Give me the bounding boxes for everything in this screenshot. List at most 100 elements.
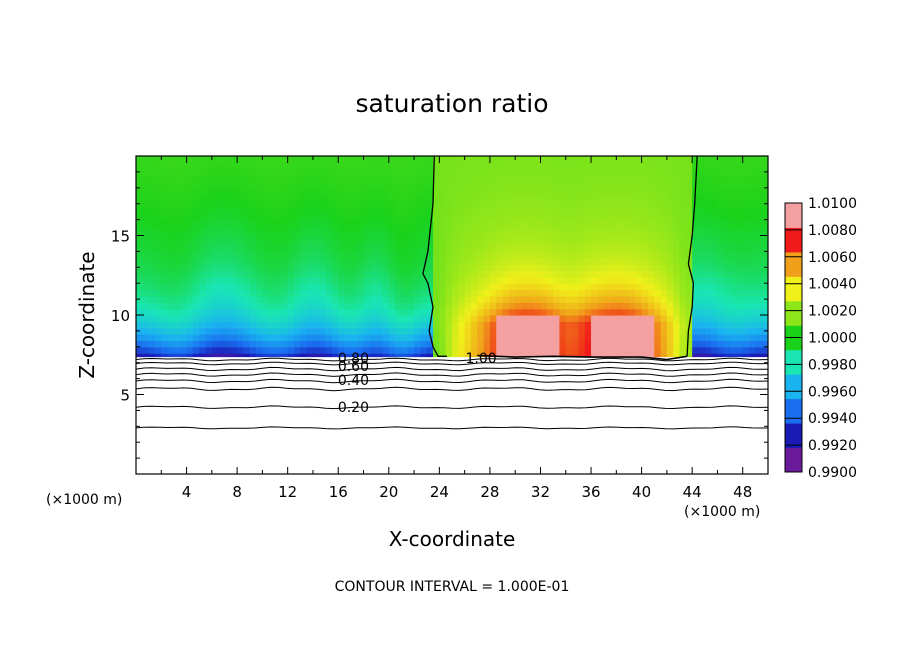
field-cell — [610, 302, 617, 310]
field-cell — [610, 168, 617, 176]
field-cell — [679, 276, 687, 284]
field-cell — [401, 219, 409, 227]
field-cell — [357, 353, 365, 361]
field-cell — [237, 219, 245, 227]
field-cell — [211, 238, 219, 246]
field-cell — [496, 251, 504, 259]
field-cell — [464, 276, 472, 284]
field-cell — [534, 219, 542, 227]
field-cell — [521, 219, 529, 227]
field-cell — [439, 156, 447, 163]
field-cell — [224, 181, 232, 189]
field-cell — [654, 206, 662, 214]
field-cell — [268, 194, 276, 202]
field-cell — [154, 232, 162, 240]
field-cell — [685, 315, 693, 322]
field-cell — [230, 334, 238, 342]
field-cell — [211, 156, 219, 163]
field-cell — [401, 181, 409, 189]
field-cell — [369, 168, 377, 176]
field-cell — [237, 168, 245, 176]
field-cell — [136, 213, 143, 221]
field-cell — [249, 276, 257, 284]
field-cell — [369, 245, 377, 252]
field-cell — [395, 219, 403, 227]
field-cell — [192, 187, 200, 195]
field-cell — [262, 321, 270, 329]
field-cell — [388, 175, 396, 183]
field-cell — [319, 181, 327, 189]
field-cell — [679, 315, 687, 322]
field-cell — [199, 168, 207, 176]
field-cell — [502, 162, 510, 170]
field-cell — [268, 181, 276, 189]
field-cell — [186, 206, 194, 214]
field-cell — [610, 238, 617, 246]
field-cell — [666, 194, 674, 202]
field-cell — [268, 321, 276, 329]
field-cell — [350, 162, 358, 170]
field-cell — [565, 315, 573, 322]
field-cell — [591, 181, 598, 189]
field-cell — [464, 194, 472, 202]
field-cell — [622, 181, 630, 189]
field-cell — [287, 340, 295, 348]
field-cell — [300, 289, 308, 297]
field-cell — [414, 181, 421, 189]
field-cell — [647, 327, 655, 335]
field-cell — [275, 175, 282, 183]
field-cell — [167, 219, 175, 227]
field-cell — [641, 168, 649, 176]
field-cell — [312, 232, 320, 240]
field-cell — [527, 206, 535, 214]
field-cell — [616, 315, 624, 322]
field-cell — [420, 327, 428, 335]
field-cell — [641, 187, 649, 195]
field-cell — [698, 289, 706, 297]
field-cell — [603, 213, 611, 221]
field-cell — [154, 187, 162, 195]
field-cell — [635, 238, 643, 246]
field-cell — [369, 276, 377, 284]
field-cell — [616, 219, 624, 227]
field-cell — [730, 295, 737, 303]
field-cell — [660, 168, 668, 176]
field-cell — [249, 156, 257, 163]
field-cell — [742, 308, 750, 316]
field-cell — [546, 295, 554, 303]
field-cell — [489, 175, 497, 183]
field-cell — [376, 327, 384, 335]
field-cell — [521, 321, 529, 329]
field-cell — [635, 257, 643, 265]
field-cell — [287, 270, 295, 278]
field-cell — [363, 194, 371, 202]
field-cell — [249, 181, 257, 189]
field-cell — [420, 257, 428, 265]
field-cell — [268, 264, 276, 272]
field-cell — [540, 232, 548, 240]
field-cell — [755, 353, 763, 361]
field-cell — [477, 276, 485, 284]
field-cell — [464, 238, 472, 246]
field-cell — [199, 194, 207, 202]
field-cell — [742, 302, 750, 310]
field-cell — [515, 302, 523, 310]
field-cell — [572, 264, 579, 272]
field-cell — [711, 156, 719, 163]
field-cell — [553, 315, 561, 322]
field-cell — [666, 156, 674, 163]
field-cell — [363, 187, 371, 195]
field-cell — [742, 206, 750, 214]
field-cell — [470, 162, 478, 170]
field-cell — [496, 194, 504, 202]
field-cell — [224, 187, 232, 195]
field-cell — [464, 213, 472, 221]
field-cell — [205, 295, 213, 303]
field-cell — [483, 251, 491, 259]
field-cell — [369, 175, 377, 183]
field-cell — [300, 168, 308, 176]
field-cell — [730, 213, 737, 221]
field-cell — [275, 327, 282, 335]
field-cell — [395, 327, 403, 335]
field-cell — [730, 162, 737, 170]
